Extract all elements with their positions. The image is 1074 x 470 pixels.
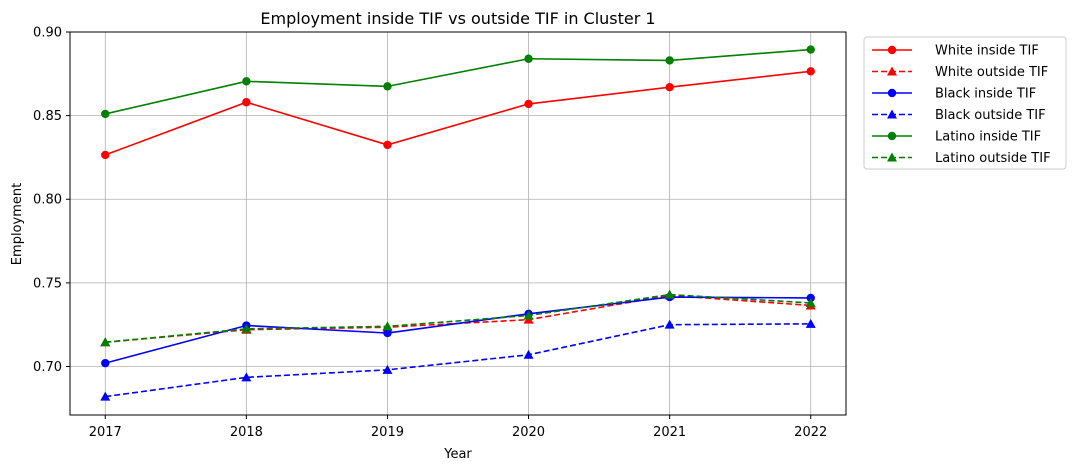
- data-point: [664, 289, 675, 299]
- x-tick-label: 2019: [371, 425, 404, 440]
- x-tick-label: 2021: [653, 425, 686, 440]
- series-latino-inside-tif: [101, 45, 815, 119]
- legend-entry: White outside TIF: [872, 65, 1048, 80]
- legend-marker: [887, 152, 897, 162]
- data-point: [383, 328, 392, 338]
- legend-entry: White inside TIF: [872, 44, 1039, 59]
- data-point: [101, 109, 110, 119]
- data-point: [524, 54, 533, 63]
- data-point: [805, 318, 816, 328]
- legend-entry: Black outside TIF: [872, 108, 1046, 123]
- legend-label: Latino inside TIF: [935, 130, 1041, 145]
- plot-frame: [69, 31, 847, 416]
- data-point: [664, 319, 675, 329]
- series-line: [104, 70, 811, 156]
- legend-label: Black outside TIF: [935, 108, 1046, 123]
- x-tick-label: 2018: [230, 425, 263, 440]
- data-point: [805, 297, 816, 307]
- data-point: [665, 82, 674, 92]
- data-point: [523, 349, 534, 359]
- series-line: [105, 293, 811, 344]
- series-white-inside-tif: [101, 67, 815, 160]
- y-tick-label: 0.80: [33, 193, 62, 208]
- series-black-outside-tif: [100, 318, 816, 401]
- data-point: [100, 391, 111, 401]
- legend-label: Latino outside TIF: [935, 151, 1051, 166]
- y-tick-label: 0.90: [33, 26, 62, 41]
- legend-label: White outside TIF: [935, 65, 1048, 80]
- plot-background: [70, 32, 846, 415]
- data-point: [382, 321, 393, 331]
- series-layer: [100, 45, 816, 401]
- chart-title: Employment inside TIF vs outside TIF in …: [260, 9, 655, 28]
- data-point: [242, 98, 251, 107]
- data-point: [100, 337, 111, 347]
- data-point: [524, 99, 533, 109]
- y-tick-label: 0.75: [33, 276, 62, 291]
- data-point: [523, 310, 534, 320]
- legend-box: [863, 36, 1067, 170]
- legend-entry: Black inside TIF: [872, 87, 1036, 102]
- data-point: [242, 77, 251, 86]
- legend-marker: [887, 88, 897, 98]
- data-point: [382, 364, 393, 374]
- series-line: [105, 48, 811, 115]
- data-point: [101, 358, 110, 368]
- data-point: [806, 293, 815, 303]
- legend-entry: Latino outside TIF: [872, 151, 1051, 166]
- data-point: [806, 67, 815, 76]
- x-tick-label: 2020: [512, 425, 545, 440]
- series-latino-outside-tif: [100, 289, 816, 347]
- y-axis-label: Employment: [10, 183, 25, 265]
- x-tick-label: 2017: [89, 425, 122, 440]
- x-tick-label: 2022: [794, 425, 827, 440]
- data-point: [101, 150, 110, 160]
- legend: White inside TIF White outside TIF Black i…: [863, 36, 1067, 170]
- data-point: [383, 140, 392, 150]
- axes: 2017 2018 2019 2020 2021 2022 0.70 0.75 0.80 0.85…: [33, 26, 827, 441]
- data-point: [806, 45, 815, 54]
- legend-entry: Latino inside TIF: [872, 130, 1041, 145]
- data-point: [665, 56, 674, 65]
- y-tick-label: 0.85: [33, 109, 62, 124]
- series-line: [105, 323, 811, 398]
- data-point: [241, 372, 252, 382]
- legend-marker: [887, 45, 897, 55]
- legend-label: Black inside TIF: [935, 87, 1036, 102]
- y-tick-label: 0.70: [33, 360, 62, 375]
- legend-marker: [887, 131, 897, 141]
- data-point: [383, 82, 392, 91]
- data-point: [241, 323, 252, 333]
- legend-marker: [887, 66, 897, 76]
- x-axis-label: Year: [443, 447, 472, 462]
- legend-label: White inside TIF: [935, 44, 1039, 59]
- legend-marker: [887, 109, 897, 119]
